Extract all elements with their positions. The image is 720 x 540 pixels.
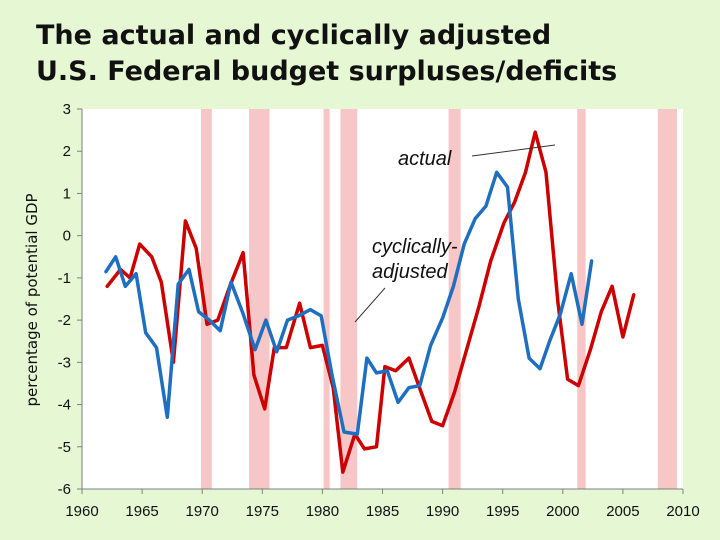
x-tick-label: 1970 [186, 503, 219, 520]
plot-area [82, 109, 683, 489]
x-tick-label: 1960 [65, 503, 98, 520]
y-ticks: 3 2 1 0 -1 -2 -3 -4 -5 -6 [58, 101, 82, 498]
y-tick-label: 0 [63, 228, 71, 245]
annotations: actual cyclically- adjusted [354, 144, 556, 323]
recession-shading [200, 109, 677, 489]
cyclically-adjusted-label-line-1: cyclically- [372, 236, 458, 258]
x-tick-label: 1975 [246, 503, 279, 520]
y-tick-label: 1 [63, 185, 71, 202]
cyclically-adjusted-label-line-2: adjusted [372, 261, 448, 283]
y-tick-label: -4 [58, 397, 71, 414]
x-tick-label: 1980 [306, 503, 339, 520]
recession-band-1 [249, 109, 270, 489]
chart-title-line-1: The actual and cyclically adjusted [36, 20, 552, 51]
series-lines [104, 130, 636, 474]
actual-leader-line [471, 144, 556, 157]
x-tick-label: 2005 [606, 503, 639, 520]
series-line-cyclically_adjusted [104, 170, 594, 436]
y-tick-label: -6 [58, 481, 71, 498]
y-axis-label: percentage of potential GDP [23, 193, 41, 406]
y-tick-label: 3 [63, 101, 71, 118]
series-line-actual [105, 130, 636, 474]
y-tick-label: -2 [58, 312, 71, 329]
x-tick-label: 1965 [125, 503, 158, 520]
y-tick-label: -1 [58, 270, 71, 287]
chart-title: The actual and cyclically adjusted U.S. … [36, 18, 617, 90]
recession-band-4 [448, 109, 461, 489]
x-tick-label: 1985 [366, 503, 399, 520]
y-tick-label: -5 [58, 439, 71, 456]
recession-band-2 [323, 109, 330, 489]
x-tick-label: 1990 [426, 503, 459, 520]
x-tick-label: 2010 [666, 503, 699, 520]
cyclically-adjusted-leader-line [354, 287, 386, 323]
recession-band-6 [657, 109, 677, 489]
y-tick-label: 2 [63, 143, 71, 160]
recession-band-0 [200, 109, 212, 489]
recession-band-5 [577, 109, 586, 489]
y-tick-label: -3 [58, 354, 71, 371]
x-tick-label: 2000 [546, 503, 579, 520]
x-ticks: 1960 1965 1970 1975 1980 1985 1990 1995 2000 2005… [65, 489, 700, 520]
recession-band-3 [340, 109, 358, 489]
x-tick-label: 1995 [486, 503, 519, 520]
chart-title-line-2: U.S. Federal budget surpluses/deficits [36, 56, 618, 87]
actual-label: actual [398, 148, 452, 170]
